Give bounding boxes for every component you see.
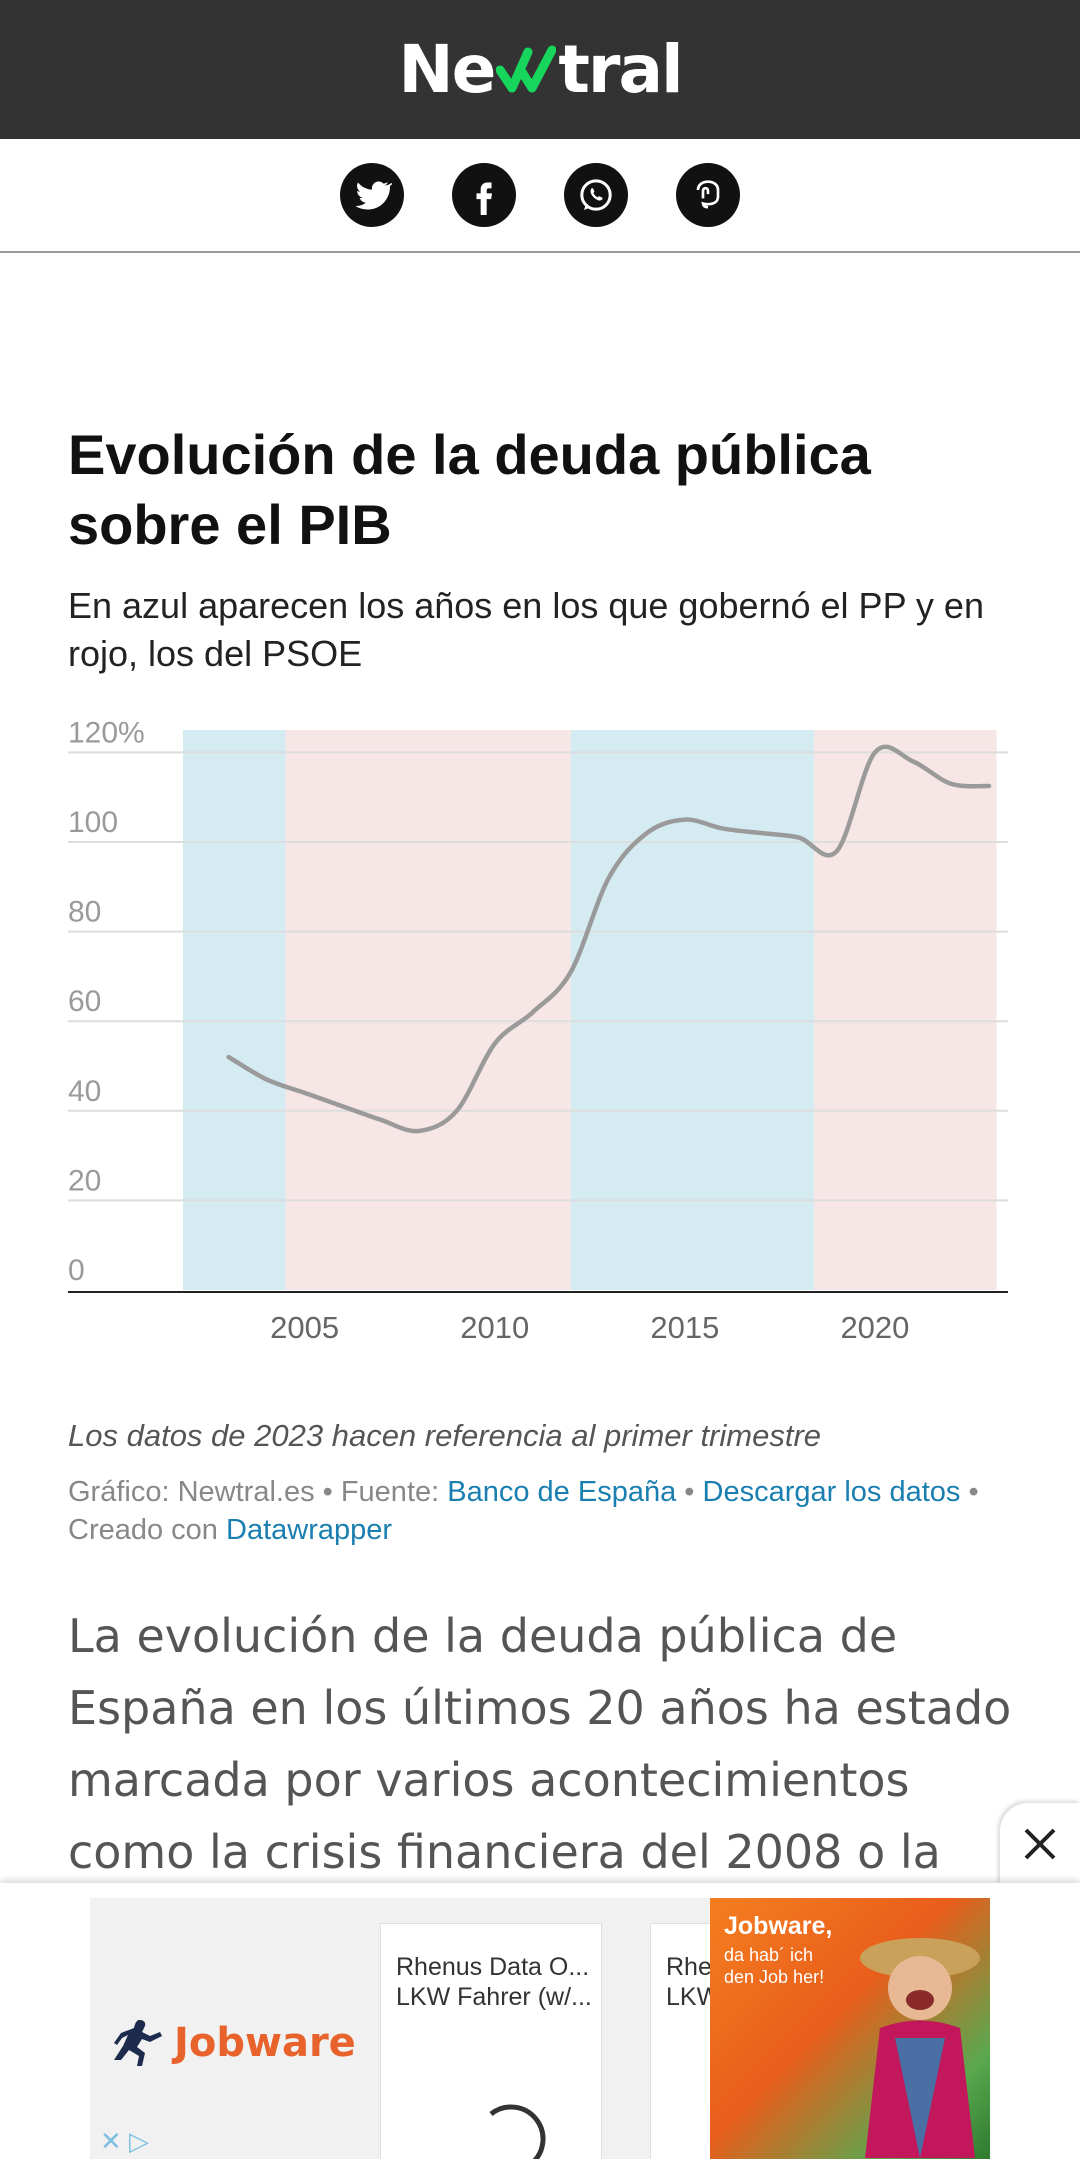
x-tick-label-2005: 2005 (270, 1310, 339, 1345)
chart-container: Evolución de la deuda pública sobre el P… (68, 420, 1008, 1345)
facebook-share-button[interactable] (452, 163, 516, 227)
y-tick-label-100: 100 (68, 806, 118, 839)
chart-credits: Gráfico: Newtral.es • Fuente: Banco de E… (68, 1473, 1018, 1549)
government-band-psoe-3 (814, 730, 997, 1290)
source-link[interactable]: Banco de España (447, 1476, 677, 1508)
ad-card-1-text: Rhenus Data O... LKW Fahrer (w/... (396, 1953, 592, 2011)
ad-banner-area: Jobware Rhenus Data O... LKW Fahrer (w/.… (0, 1883, 1080, 2159)
ad-job-card-1[interactable]: Rhenus Data O... LKW Fahrer (w/... (380, 1923, 602, 2159)
article-paragraph: La evolución de la deuda pública de Espa… (68, 1609, 1012, 1879)
y-tick-label-20: 20 (68, 1164, 101, 1197)
logo-text-right: tral (558, 31, 683, 108)
x-tick-label-2015: 2015 (650, 1310, 719, 1345)
chart-title: Evolución de la deuda pública sobre el P… (68, 423, 871, 556)
ad-close-button[interactable] (1000, 1803, 1080, 1885)
share-bar (0, 139, 1080, 253)
loading-spinner-icon (489, 2104, 546, 2159)
whatsapp-share-button[interactable] (564, 163, 628, 227)
credits-sep2: • Creado con (68, 1476, 979, 1546)
download-data-link[interactable]: Descargar los datos (702, 1476, 961, 1508)
ad-banner-title: Jobware, (724, 1912, 833, 1940)
twitter-icon (355, 181, 392, 210)
government-band-psoe-1 (285, 730, 571, 1290)
ad-brand-name: Jobware (174, 2020, 356, 2066)
y-tick-label-120: 120% (68, 720, 145, 749)
datawrapper-link[interactable]: Datawrapper (226, 1514, 393, 1546)
credits-sep1: • (676, 1476, 703, 1508)
y-tick-label-80: 80 (68, 896, 101, 929)
ad-promo-banner[interactable]: Jobware, da hab´ ich den Job her! (710, 1898, 990, 2159)
credits-prefix: Gráfico: Newtral.es • Fuente: (68, 1476, 448, 1508)
y-tick-label-0: 0 (68, 1254, 85, 1287)
ad-brand-logo[interactable]: Jobware (110, 2018, 356, 2068)
runner-icon (114, 2020, 162, 2066)
chart-subtitle: En azul aparecen los años en los que gob… (68, 585, 984, 674)
y-tick-label-60: 60 (68, 985, 101, 1018)
close-icon (1024, 1828, 1056, 1860)
debt-line-chart: 0 20 40 60 80 100 120% 2005 2010 2015 2020 (68, 716, 1008, 1345)
facebook-icon (476, 182, 492, 215)
y-tick-label-40: 40 (68, 1075, 101, 1108)
twitter-share-button[interactable] (340, 163, 404, 227)
mastodon-icon (696, 180, 720, 209)
x-tick-label-2010: 2010 (460, 1310, 529, 1345)
whatsapp-icon (580, 179, 612, 211)
logo-text-left: Ne (398, 31, 496, 108)
newtral-logo[interactable]: Ne tral (398, 31, 683, 108)
check-logo-icon (496, 45, 557, 92)
chart-area: 0 20 40 60 80 100 120% 2005 2010 2015 2020 (68, 716, 1008, 1400)
ad-banner-subtitle: da hab´ ich den Job her! (724, 1945, 825, 1987)
government-band-pp-0 (183, 730, 286, 1290)
debt-series-line (226, 744, 992, 1134)
government-band-pp-2 (570, 730, 815, 1290)
x-tick-label-2020: 2020 (840, 1310, 909, 1345)
site-header: Ne tral (0, 0, 1080, 139)
adchoices-icon[interactable]: ✕ ▷ (100, 2126, 150, 2156)
ad-content[interactable]: Jobware Rhenus Data O... LKW Fahrer (w/.… (90, 1898, 990, 2159)
ad-person-image (860, 1938, 980, 2158)
mastodon-share-button[interactable] (676, 163, 740, 227)
chart-note: Los datos de 2023 hacen referencia al pr… (68, 1418, 822, 1453)
